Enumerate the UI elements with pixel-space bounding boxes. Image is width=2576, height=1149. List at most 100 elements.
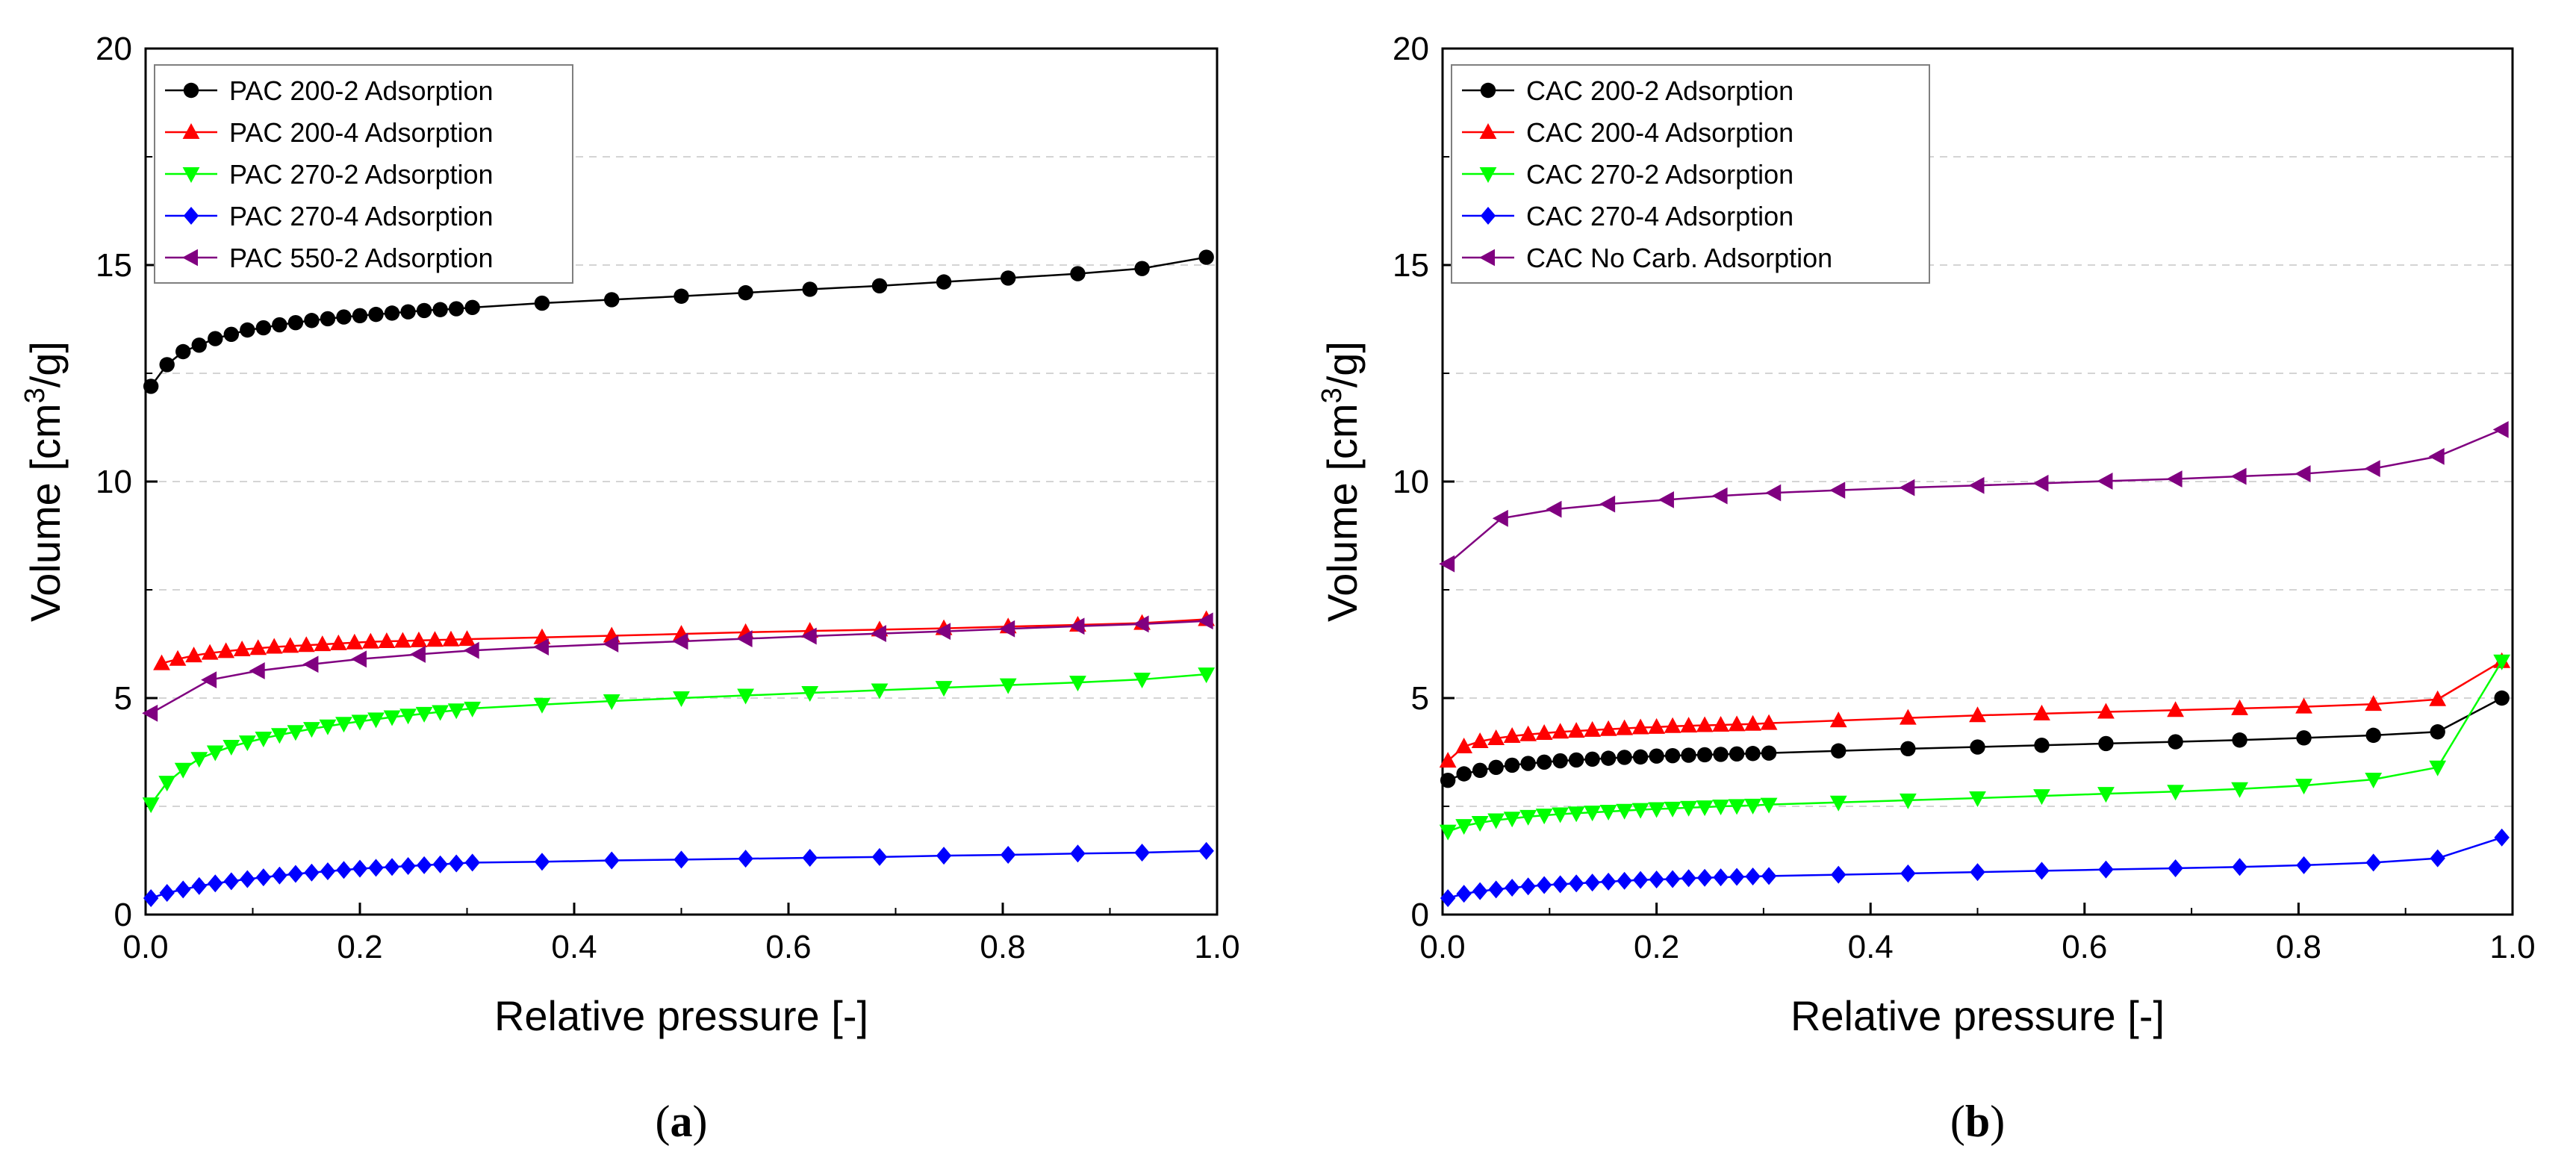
- data-point: [871, 683, 889, 700]
- data-point: [249, 639, 267, 656]
- data-point: [1552, 875, 1568, 894]
- data-point: [1504, 757, 1520, 773]
- data-point: [1664, 801, 1681, 818]
- data-point: [2364, 460, 2380, 477]
- y-tick-label: 20: [1393, 31, 1429, 67]
- data-point: [1471, 732, 1489, 748]
- data-point: [1535, 809, 1553, 825]
- data-point: [352, 859, 368, 878]
- data-point: [1567, 806, 1585, 823]
- y-axis-label: Volume [cm3/g]: [1316, 341, 1366, 622]
- data-point: [1899, 793, 1917, 809]
- data-point: [142, 704, 158, 722]
- data-point: [1439, 555, 1455, 573]
- data-point: [2295, 465, 2311, 482]
- data-point: [1631, 803, 1649, 819]
- legend-label: CAC 270-2 Adsorption: [1526, 159, 1793, 190]
- legend-label: CAC 200-2 Adsorption: [1526, 75, 1793, 106]
- data-point: [1492, 509, 1508, 527]
- x-axis-label: Relative pressure [-]: [1791, 992, 2165, 1039]
- data-point: [1680, 717, 1697, 733]
- data-point: [255, 868, 272, 887]
- data-point: [1968, 476, 1985, 494]
- data-point: [2166, 470, 2183, 488]
- data-point: [208, 874, 223, 893]
- data-point: [1488, 880, 1504, 899]
- data-point: [329, 634, 347, 650]
- data-point: [1069, 676, 1086, 692]
- data-point: [384, 305, 400, 321]
- legend-marker: [1480, 82, 1496, 99]
- panel-label-letter: b: [1965, 1097, 1990, 1146]
- data-point: [410, 631, 428, 647]
- x-tick-label: 0.6: [765, 929, 811, 965]
- data-point: [2033, 704, 2050, 720]
- data-point: [1536, 876, 1552, 894]
- data-point: [297, 636, 315, 653]
- data-point: [1648, 802, 1665, 818]
- data-point: [143, 379, 159, 394]
- series-line: [150, 620, 1207, 714]
- data-point: [603, 635, 619, 653]
- data-point: [1829, 711, 1847, 728]
- data-point: [1584, 751, 1600, 767]
- data-point: [416, 856, 432, 874]
- data-point: [870, 625, 886, 642]
- data-point: [1519, 809, 1537, 826]
- x-tick-label: 0.8: [2276, 929, 2321, 965]
- data-point: [272, 317, 287, 333]
- data-point: [1599, 804, 1617, 821]
- data-point: [416, 302, 432, 319]
- data-point: [320, 311, 336, 327]
- data-point: [2167, 785, 2185, 801]
- data-point: [346, 633, 364, 650]
- y-tick-label: 0: [114, 897, 132, 933]
- data-point: [2032, 474, 2049, 492]
- data-point: [201, 644, 219, 660]
- data-point: [533, 697, 551, 714]
- data-point: [1649, 748, 1664, 764]
- series-cac-no-carb-adsorption: [1439, 421, 2509, 573]
- x-tick-label: 0.0: [1419, 929, 1465, 965]
- y-tick-label: 10: [96, 464, 132, 500]
- legend-marker: [1480, 207, 1496, 225]
- legend-label: PAC 270-2 Adsorption: [229, 159, 494, 190]
- data-point: [1584, 720, 1602, 737]
- data-point: [1134, 261, 1150, 276]
- data-point: [534, 295, 550, 311]
- x-tick-label: 0.0: [122, 929, 168, 965]
- data-point: [1664, 870, 1681, 888]
- legend-label: CAC No Carb. Adsorption: [1526, 243, 1832, 273]
- legend-label: PAC 270-4 Adsorption: [229, 201, 494, 231]
- data-point: [1198, 249, 1214, 265]
- legend-label: CAC 270-4 Adsorption: [1526, 201, 1793, 231]
- data-point: [1503, 727, 1521, 744]
- data-point: [1744, 714, 1761, 731]
- data-point: [1000, 845, 1016, 864]
- data-point: [351, 714, 369, 731]
- data-point: [272, 866, 287, 885]
- data-point: [185, 647, 202, 663]
- data-point: [1552, 723, 1569, 739]
- data-point: [190, 752, 208, 768]
- data-point: [1455, 737, 1473, 753]
- legend-box: [1451, 64, 1930, 284]
- data-point: [1472, 882, 1488, 900]
- data-point: [400, 304, 416, 320]
- data-point: [2365, 695, 2383, 711]
- data-point: [1616, 719, 1634, 735]
- y-axis-label-main: Volume [cm: [1319, 403, 1366, 622]
- data-point: [1658, 491, 1674, 508]
- data-point: [223, 872, 239, 891]
- legend-marker: [1479, 249, 1495, 267]
- data-point: [448, 301, 464, 317]
- data-point: [2231, 699, 2248, 715]
- data-point: [1745, 867, 1761, 885]
- data-point: [1648, 717, 1665, 734]
- data-point: [464, 299, 480, 316]
- data-point: [603, 694, 620, 711]
- data-point: [1899, 709, 1917, 725]
- data-point: [1568, 874, 1584, 893]
- data-point: [159, 884, 175, 902]
